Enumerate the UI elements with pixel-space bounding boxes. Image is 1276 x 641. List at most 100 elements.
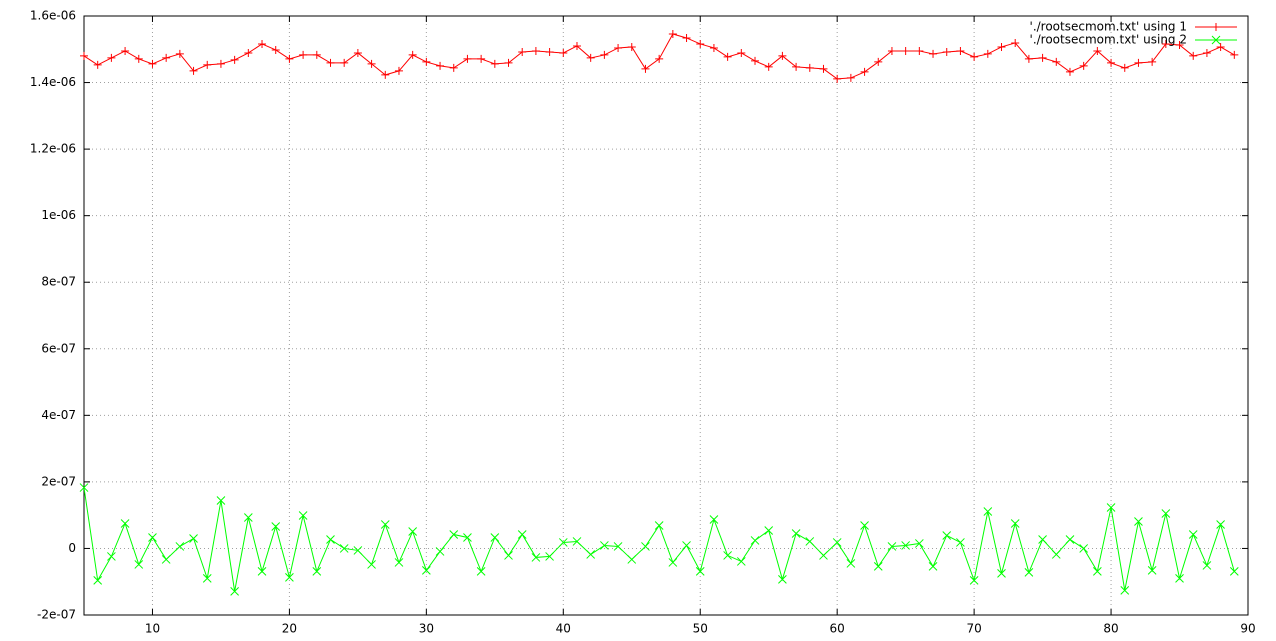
point xyxy=(531,553,541,562)
point xyxy=(819,64,828,73)
x-tick-label: 90 xyxy=(1240,622,1255,636)
point xyxy=(1161,39,1170,48)
point xyxy=(819,551,828,560)
point xyxy=(696,39,705,48)
x-tick-label: 60 xyxy=(830,622,845,636)
point xyxy=(778,51,787,60)
point xyxy=(792,62,801,71)
point xyxy=(257,567,267,576)
point xyxy=(1120,63,1129,72)
point xyxy=(1216,520,1225,529)
point xyxy=(929,49,938,58)
point xyxy=(216,59,225,68)
point xyxy=(682,541,691,550)
point xyxy=(723,551,732,560)
point xyxy=(1147,566,1157,575)
point xyxy=(1011,38,1020,47)
point xyxy=(572,537,582,546)
point xyxy=(243,513,253,522)
point xyxy=(846,559,856,568)
point xyxy=(1107,58,1116,67)
point xyxy=(202,574,212,583)
point xyxy=(1079,61,1088,70)
point xyxy=(1106,503,1116,512)
point xyxy=(887,46,896,55)
point xyxy=(1202,48,1211,57)
point xyxy=(928,562,938,571)
point xyxy=(970,52,979,61)
point xyxy=(1161,509,1171,518)
point xyxy=(586,550,596,559)
point xyxy=(764,62,773,71)
point xyxy=(244,48,253,57)
point xyxy=(874,57,883,66)
point xyxy=(230,55,239,64)
point xyxy=(668,29,677,38)
point xyxy=(586,53,595,62)
point xyxy=(258,39,267,48)
point xyxy=(873,562,883,571)
point xyxy=(353,546,363,555)
y-tick-label: 4e-07 xyxy=(41,408,76,422)
point xyxy=(449,530,459,539)
x-tick-label: 50 xyxy=(693,622,708,636)
y-tick-label: 1.6e-06 xyxy=(30,9,76,23)
y-tick-label: 1e-06 xyxy=(41,208,76,222)
point xyxy=(846,73,855,82)
point xyxy=(983,49,992,58)
point xyxy=(997,569,1006,578)
point xyxy=(1134,58,1143,67)
point xyxy=(613,542,623,551)
legend-label: './rootsecmom.txt' using 2 xyxy=(1030,33,1187,47)
point xyxy=(435,547,445,556)
point xyxy=(175,542,185,551)
point xyxy=(901,541,911,550)
x-tick-label: 10 xyxy=(145,622,160,636)
point xyxy=(956,46,965,55)
point xyxy=(572,41,581,50)
point xyxy=(764,526,774,535)
y-tick-label: 1.2e-06 xyxy=(30,142,76,156)
point xyxy=(381,70,390,79)
point xyxy=(1065,67,1074,76)
point xyxy=(421,566,431,575)
point xyxy=(654,521,664,530)
point xyxy=(778,575,787,584)
point xyxy=(723,52,732,61)
point xyxy=(887,542,897,551)
point xyxy=(832,538,842,547)
point xyxy=(134,560,144,569)
point xyxy=(134,54,143,63)
point xyxy=(161,555,171,564)
point xyxy=(709,43,718,52)
point xyxy=(107,552,116,561)
legend-marker xyxy=(1211,35,1221,45)
point xyxy=(422,57,431,66)
point xyxy=(997,42,1006,51)
y-tick-label: 6e-07 xyxy=(41,341,76,355)
point xyxy=(833,74,842,83)
point xyxy=(216,496,226,505)
point xyxy=(860,521,869,530)
point xyxy=(271,45,280,54)
point xyxy=(93,60,102,69)
point xyxy=(504,551,513,560)
point xyxy=(285,573,294,582)
legend-label: './rootsecmom.txt' using 1 xyxy=(1030,20,1187,34)
point xyxy=(162,53,171,62)
point xyxy=(490,533,500,542)
point xyxy=(408,50,417,59)
point xyxy=(942,531,952,540)
point xyxy=(299,50,308,59)
point xyxy=(148,533,157,542)
point xyxy=(1202,561,1212,570)
point xyxy=(1093,567,1102,576)
point xyxy=(942,47,951,56)
point xyxy=(1230,50,1239,59)
point xyxy=(518,47,527,56)
y-tick-label: 1.4e-06 xyxy=(30,75,76,89)
point xyxy=(1216,42,1225,51)
point xyxy=(326,535,335,544)
legend-marker xyxy=(1212,23,1220,31)
point xyxy=(1148,57,1157,66)
